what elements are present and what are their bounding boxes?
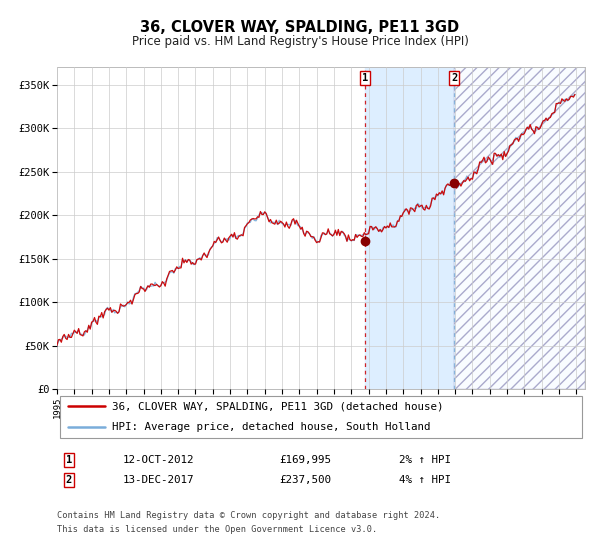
Text: 2% ↑ HPI: 2% ↑ HPI — [399, 455, 451, 465]
Text: £237,500: £237,500 — [279, 475, 331, 485]
Bar — [365, 67, 454, 389]
Text: HPI: Average price, detached house, South Holland: HPI: Average price, detached house, Sout… — [112, 422, 431, 432]
Text: 4% ↑ HPI: 4% ↑ HPI — [399, 475, 451, 485]
Text: Contains HM Land Registry data © Crown copyright and database right 2024.: Contains HM Land Registry data © Crown c… — [57, 511, 440, 520]
Text: This data is licensed under the Open Government Licence v3.0.: This data is licensed under the Open Gov… — [57, 525, 377, 534]
Bar — [454, 67, 585, 389]
Text: 13-DEC-2017: 13-DEC-2017 — [123, 475, 194, 485]
Text: 12-OCT-2012: 12-OCT-2012 — [123, 455, 194, 465]
Text: Price paid vs. HM Land Registry's House Price Index (HPI): Price paid vs. HM Land Registry's House … — [131, 35, 469, 48]
FancyBboxPatch shape — [59, 395, 583, 438]
Text: 1: 1 — [362, 73, 368, 83]
Text: 36, CLOVER WAY, SPALDING, PE11 3GD (detached house): 36, CLOVER WAY, SPALDING, PE11 3GD (deta… — [112, 401, 444, 411]
Text: 1: 1 — [66, 455, 72, 465]
Text: £169,995: £169,995 — [279, 455, 331, 465]
Text: 2: 2 — [451, 73, 458, 83]
Text: 2: 2 — [66, 475, 72, 485]
Text: 36, CLOVER WAY, SPALDING, PE11 3GD: 36, CLOVER WAY, SPALDING, PE11 3GD — [140, 20, 460, 35]
Bar — [454, 67, 585, 389]
